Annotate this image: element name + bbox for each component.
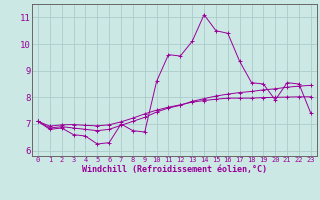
X-axis label: Windchill (Refroidissement éolien,°C): Windchill (Refroidissement éolien,°C) [82,165,267,174]
